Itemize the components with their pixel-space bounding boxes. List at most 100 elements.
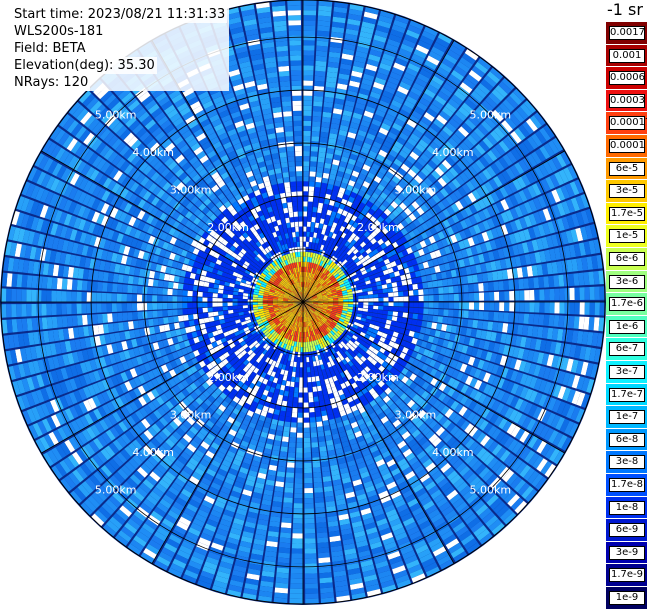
gate-cell [543,315,549,326]
gate-cell [310,422,316,427]
gate-cell [280,410,286,416]
gate-cell [291,553,303,558]
gate-cell [554,302,559,314]
gate-cell [429,302,434,308]
gate-cell [416,277,422,283]
gate-cell [378,306,383,310]
gate-cell [286,411,292,417]
gate-cell [300,372,303,377]
gate-cell [484,302,489,310]
gate-cell [307,227,311,232]
gate-cell [305,508,315,513]
gate-cell [358,299,363,302]
gate-cell [315,61,326,67]
gate-cell [417,314,423,320]
gate-cell [274,593,288,599]
gate-cell [443,287,449,294]
gate-cell [277,466,285,472]
gate-cell [303,191,308,196]
gate-cell [316,177,322,183]
gate-cell [305,538,316,543]
gate-cell [293,508,303,513]
gate-cell [298,398,303,403]
gate-cell [311,427,317,432]
gate-cell [338,300,343,302]
gate-cell [539,289,544,300]
gate-cell [303,211,307,216]
gate-cell [494,292,499,301]
gate-cell [300,367,303,372]
gate-cell [303,45,315,50]
gate-cell [295,473,303,478]
gate-cell [312,116,321,122]
gate-cell [399,297,404,302]
gate-cell [378,302,383,306]
gate-cell [307,362,310,367]
gate-cell [316,46,328,52]
gate-cell [305,553,317,558]
gate-cell [549,302,554,313]
gate-cell [296,443,303,448]
gate-cell [292,533,303,538]
gate-cell [503,313,509,323]
gate-cell [498,312,504,321]
gate-cell [304,443,311,448]
gate-cell [287,402,292,408]
gate-cell [317,26,330,32]
gate-cell [590,302,595,315]
gate-cell [544,302,549,313]
gate-cell [320,582,333,588]
gate-cell [303,91,313,96]
gate-cell [304,382,308,387]
gate-cell [303,0,317,5]
gate-cell [312,126,320,132]
gate-cell [304,478,312,483]
gate-cell [321,461,329,467]
gate-cell [290,382,294,387]
gate-cell [383,298,388,302]
gate-cell [311,432,317,438]
gate-cell [314,91,324,97]
gate-cell [304,387,308,392]
gate-cell [296,367,299,372]
gate-cell [318,5,332,11]
gate-cell [447,317,453,324]
gate-cell [303,101,312,106]
gate-cell [305,518,315,523]
gate-cell [538,314,544,325]
gate-cell [421,321,427,327]
gate-cell [428,288,433,294]
gate-cell [290,427,296,432]
gate-cell [383,310,388,314]
gate-cell [423,289,428,295]
gate-cell [303,60,314,65]
gate-cell [363,302,368,305]
gate-cell [315,182,321,188]
gate-cell [438,309,443,316]
gate-cell [314,81,324,87]
gate-cell [286,467,294,473]
gate-cell [304,453,311,458]
gate-cell [317,537,328,543]
gate-cell [276,476,285,482]
gate-cell [388,302,393,306]
gate-cell [319,572,332,578]
gate-cell [304,463,312,468]
gate-cell [303,131,311,136]
gate-cell [303,196,308,201]
gate-cell [289,392,294,398]
gate-cell [489,302,494,311]
gate-cell [291,422,297,427]
gate-cell [418,308,423,314]
gate-cell [444,302,449,309]
gate-cell [305,578,318,583]
gate-cell [320,188,326,194]
gate-cell [315,76,325,82]
gate-cell [295,382,299,387]
gate-cell [318,552,330,558]
gate-cell [392,287,398,292]
gate-cell [314,96,324,102]
gate-cell [452,318,458,325]
gate-cell [508,280,514,290]
gate-cell [303,81,313,86]
